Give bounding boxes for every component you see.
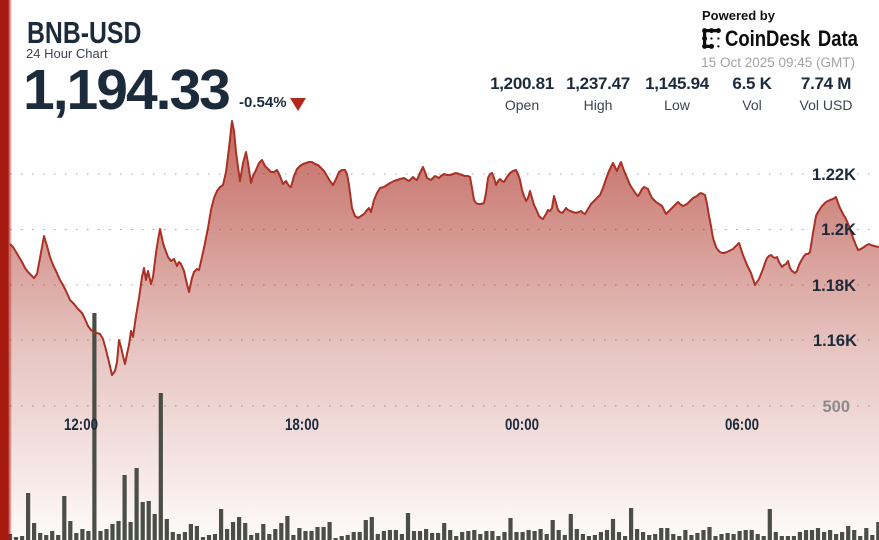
svg-text:1.18K: 1.18K [812, 277, 856, 295]
svg-text:1.22K: 1.22K [812, 166, 856, 184]
svg-text:18:00: 18:00 [285, 416, 319, 434]
svg-text:1.16K: 1.16K [813, 332, 857, 350]
svg-text:500: 500 [822, 398, 850, 416]
svg-text:12:00: 12:00 [64, 416, 98, 434]
svg-text:06:00: 06:00 [725, 416, 759, 434]
svg-text:1.2K: 1.2K [821, 221, 856, 239]
svg-text:00:00: 00:00 [505, 416, 539, 434]
